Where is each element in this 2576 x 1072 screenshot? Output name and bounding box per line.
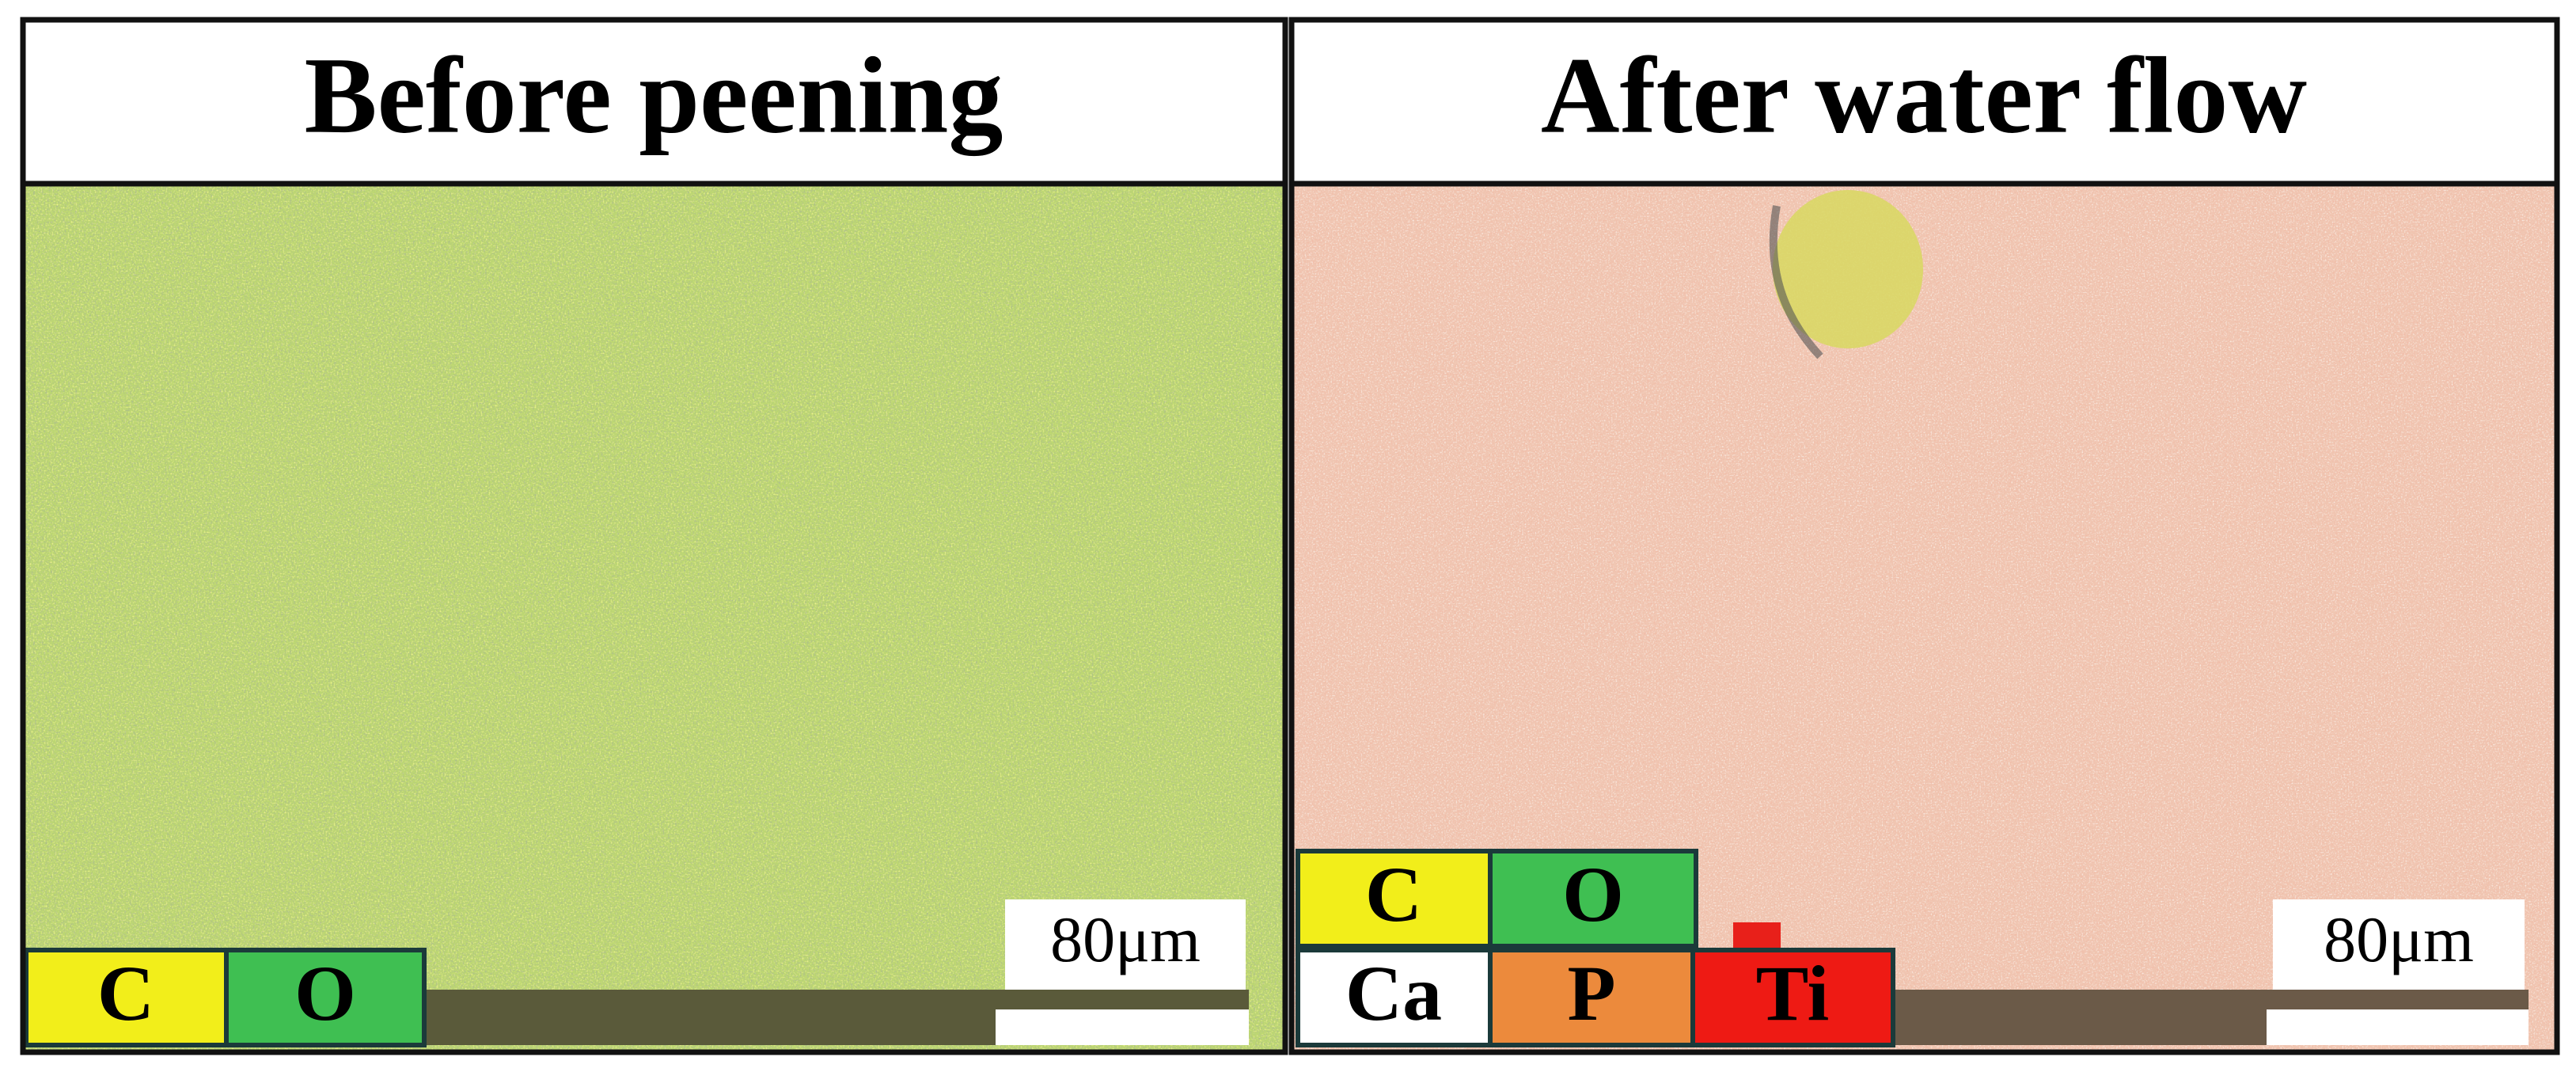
panel-title: After water flow (1541, 35, 2307, 156)
legend-box (1488, 849, 1698, 948)
scale-label-box (2273, 899, 2525, 990)
edge (1769, 205, 1823, 359)
carbon-region (1773, 190, 1923, 348)
panel-after: 80μm C O Ca P Ti After water flow (1288, 17, 2560, 1055)
legend-box (1296, 849, 1493, 948)
marker (1733, 922, 1781, 950)
panel-title: Before peening (305, 35, 1003, 156)
legend-label: O (294, 949, 356, 1037)
scale-label: 80μm (2324, 903, 2474, 975)
panel-frame (1288, 17, 2560, 1055)
legend-box (24, 948, 229, 1047)
legend-label: O (1562, 850, 1624, 938)
legend-box (1690, 948, 1895, 1047)
scale-label: 80μm (1050, 903, 1201, 975)
legend-label: C (97, 949, 154, 1037)
scale-bar (2267, 1009, 2529, 1045)
legend-label: Ti (1756, 949, 1830, 1037)
legend-label: Ca (1345, 949, 1442, 1037)
legend-box (1296, 948, 1493, 1047)
panel-frame (20, 17, 1288, 1055)
panel-before: 80μm C O Before peening (20, 17, 1288, 1055)
scale-label-box (1005, 899, 1246, 990)
legend-box (224, 948, 427, 1047)
scale-bar (996, 1009, 1249, 1045)
legend-label: P (1567, 949, 1615, 1037)
legend-label: C (1365, 850, 1422, 938)
